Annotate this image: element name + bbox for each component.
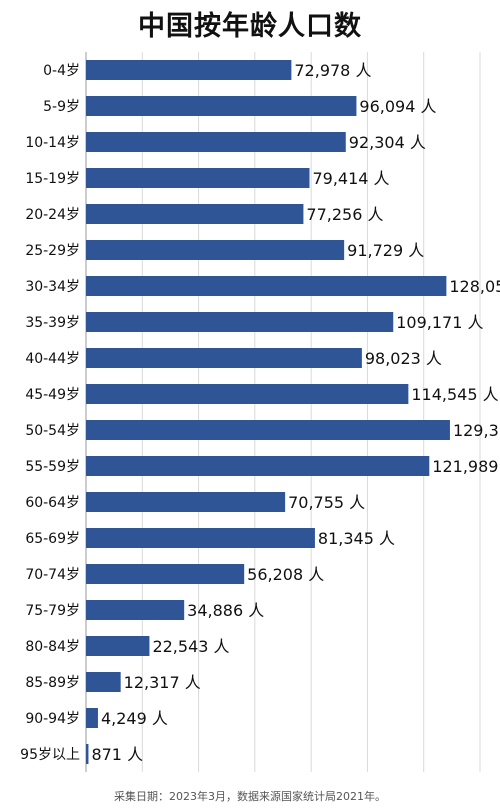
bar [86, 420, 450, 440]
bar [86, 564, 245, 584]
value-label: 128,056 人 [449, 277, 500, 296]
value-label: 81,345 人 [318, 529, 395, 548]
bar [86, 672, 121, 692]
value-label: 114,545 人 [411, 385, 498, 404]
category-label: 65-69岁 [25, 531, 80, 547]
category-label: 60-64岁 [25, 495, 80, 511]
category-label: 55-59岁 [25, 459, 80, 475]
category-label: 10-14岁 [25, 135, 80, 151]
bar [86, 132, 346, 152]
value-label: 12,317 人 [124, 673, 201, 692]
bar [86, 600, 185, 620]
category-label: 15-19岁 [25, 171, 80, 187]
bar [86, 744, 89, 764]
category-label: 85-89岁 [25, 675, 80, 691]
bar [86, 348, 362, 368]
value-label: 92,304 人 [349, 133, 426, 152]
category-label: 90-94岁 [25, 711, 80, 727]
category-label: 0-4岁 [43, 63, 80, 79]
value-label: 4,249 人 [101, 709, 168, 728]
source-note: 采集日期：2023年3月，数据来源国家统计局2021年。 [114, 790, 386, 803]
bar [86, 636, 150, 656]
bar [86, 204, 304, 224]
category-label: 50-54岁 [25, 423, 80, 439]
bar [86, 708, 98, 728]
value-label: 91,729 人 [347, 241, 424, 260]
bar [86, 60, 292, 80]
value-label: 109,171 人 [396, 313, 483, 332]
category-label: 20-24岁 [25, 207, 80, 223]
bar [86, 528, 315, 548]
value-label: 70,755 人 [288, 493, 365, 512]
bar [86, 492, 286, 512]
value-label: 22,543 人 [152, 637, 229, 656]
value-label: 72,978 人 [294, 61, 371, 80]
category-label: 40-44岁 [25, 351, 80, 367]
bar [86, 312, 394, 332]
category-label: 5-9岁 [43, 99, 80, 115]
value-label: 56,208 人 [247, 565, 324, 584]
category-label: 95岁以上 [20, 747, 80, 763]
category-label: 30-34岁 [25, 279, 80, 295]
bar-chart: 0-4岁 72,978 人 5-9岁 96,094 人 10-14岁 92,304 人 15… [20, 52, 500, 772]
value-label: 121,989 人 [432, 457, 500, 476]
category-label: 35-39岁 [25, 315, 80, 331]
category-label: 25-29岁 [25, 243, 80, 259]
value-label: 871 人 [91, 745, 143, 764]
value-label: 96,094 人 [359, 97, 436, 116]
category-label: 45-49岁 [25, 387, 80, 403]
bar [86, 96, 357, 116]
value-label: 98,023 人 [365, 349, 442, 368]
bar [86, 384, 409, 404]
value-label: 129,319 人 [453, 421, 500, 440]
value-label: 34,886 人 [187, 601, 264, 620]
bar [86, 168, 310, 188]
category-label: 75-79岁 [25, 603, 80, 619]
bar [86, 240, 345, 260]
category-label: 80-84岁 [25, 639, 80, 655]
bar [86, 456, 430, 476]
value-label: 79,414 人 [312, 169, 389, 188]
value-label: 77,256 人 [306, 205, 383, 224]
chart-title: 中国按年龄人口数 [138, 11, 362, 42]
category-label: 70-74岁 [25, 567, 80, 583]
bar [86, 276, 447, 296]
